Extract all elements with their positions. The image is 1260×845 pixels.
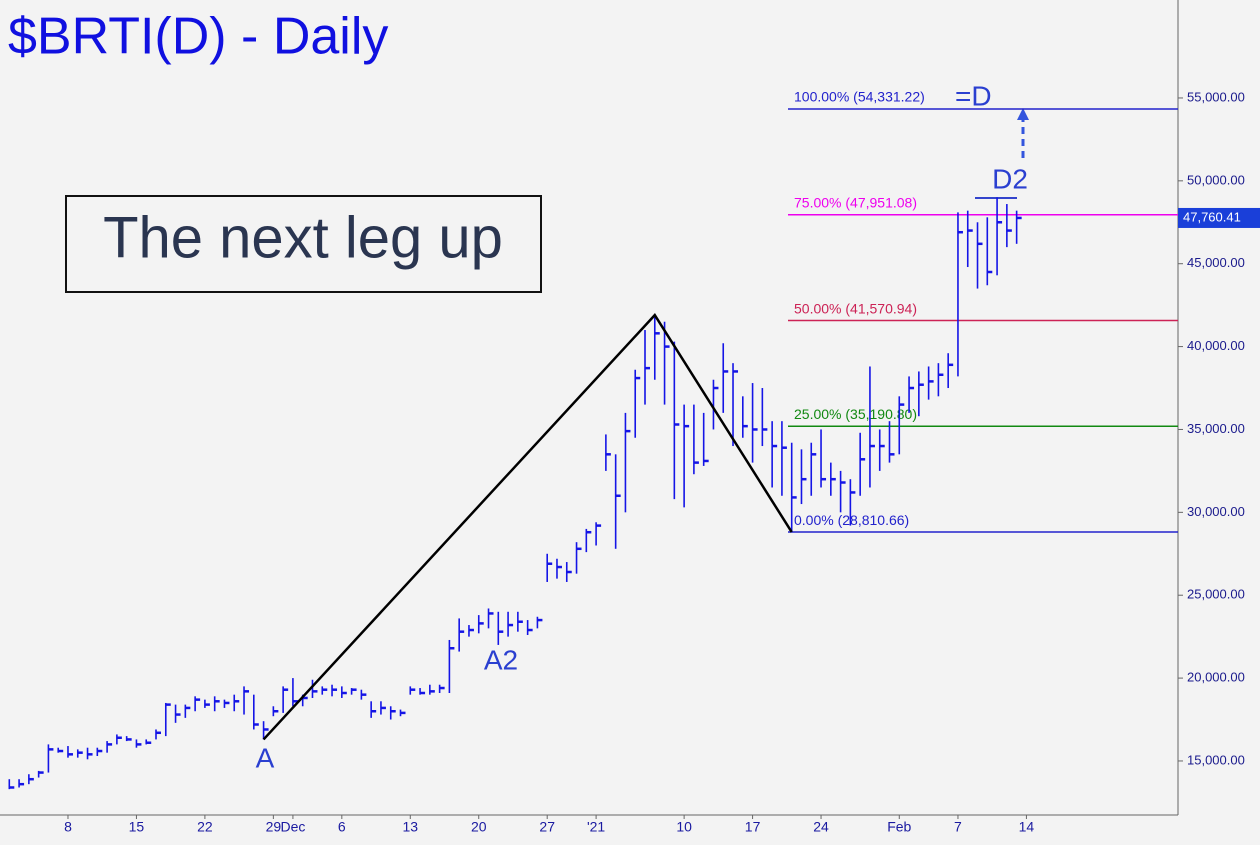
- y-tick-label: 55,000.00: [1187, 89, 1245, 104]
- fib-label: 25.00% (35,190.80): [794, 406, 917, 422]
- last-price-tag: [1178, 207, 1260, 228]
- chart-title: $BRTI(D) - Daily: [8, 8, 388, 66]
- annotation: A2: [484, 644, 518, 675]
- y-tick-label: 35,000.00: [1187, 421, 1245, 436]
- y-tick-label: 30,000.00: [1187, 504, 1245, 519]
- y-tick-label: 45,000.00: [1187, 255, 1245, 270]
- y-tick-label: 25,000.00: [1187, 587, 1245, 602]
- annotation: D2: [992, 163, 1028, 194]
- x-tick-label: 15: [129, 819, 145, 835]
- y-tick-label: 50,000.00: [1187, 172, 1245, 187]
- y-tick-label: 20,000.00: [1187, 670, 1245, 685]
- callout-box: [65, 195, 542, 293]
- x-tick-label: 22: [197, 819, 213, 835]
- y-tick-label: 15,000.00: [1187, 752, 1245, 767]
- y-tick-label: 40,000.00: [1187, 338, 1245, 353]
- callout-text: The next leg up: [103, 205, 503, 270]
- fib-label: 50.00% (41,570.94): [794, 300, 917, 316]
- x-tick-label: 20: [471, 819, 487, 835]
- fib-label: 0.00% (28,810.66): [794, 512, 909, 528]
- annotation: =D: [955, 80, 992, 111]
- x-tick-label: 10: [676, 819, 692, 835]
- annotation: A: [256, 742, 275, 773]
- x-tick-label: 24: [813, 819, 829, 835]
- x-tick-label: 6: [338, 819, 346, 835]
- target-arrow-head: [1017, 108, 1029, 120]
- x-tick-label: 27: [539, 819, 555, 835]
- x-tick-label: Feb: [887, 819, 911, 835]
- fib-label: 75.00% (47,951.08): [794, 194, 917, 210]
- x-tick-label: 8: [64, 819, 72, 835]
- x-tick-label: 29: [266, 819, 282, 835]
- last-price-label: 47,760.41: [1183, 209, 1241, 224]
- x-tick-label: 7: [954, 819, 962, 835]
- x-tick-label: Dec: [280, 819, 305, 835]
- x-tick-label: 14: [1019, 819, 1035, 835]
- fib-label: 100.00% (54,331.22): [794, 89, 925, 105]
- x-tick-label: 17: [745, 819, 761, 835]
- x-tick-label: '21: [587, 819, 605, 835]
- x-tick-label: 13: [402, 819, 418, 835]
- abc-pattern: [262, 313, 793, 741]
